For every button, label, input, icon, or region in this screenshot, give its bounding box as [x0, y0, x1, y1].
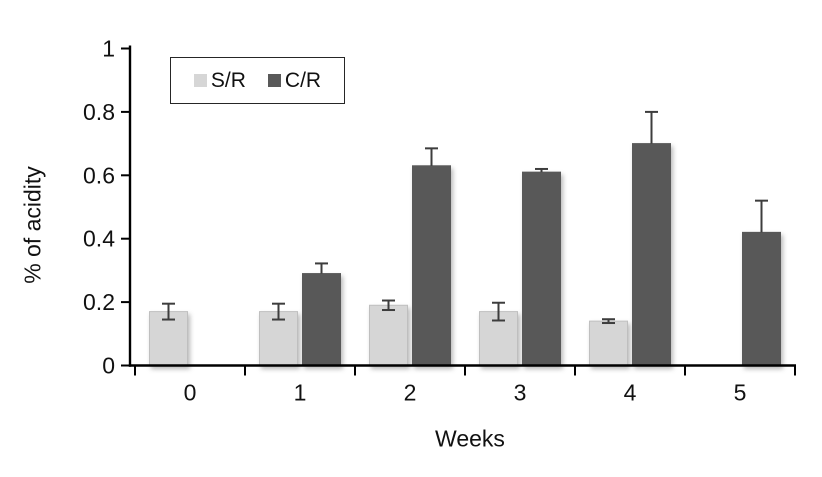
y-axis-title: % of acidity	[19, 166, 46, 284]
x-tick-label-1: 1	[294, 380, 307, 406]
bar-cr-week-3	[522, 171, 561, 366]
legend-item-sr: S/R	[193, 68, 246, 93]
y-tick-label-0: 0	[102, 353, 115, 379]
legend-item-cr: C/R	[267, 68, 322, 93]
y-tick-label-0.2: 0.2	[83, 289, 115, 315]
chart-legend: S/R C/R	[170, 57, 345, 104]
x-tick-label-5: 5	[734, 380, 747, 406]
bar-cr-week-4	[632, 143, 671, 366]
legend-swatch-sr-icon	[193, 74, 207, 87]
bar-sr-week-1	[259, 311, 298, 366]
x-tick-label-3: 3	[514, 380, 527, 406]
y-tick-label-1: 1	[102, 36, 115, 62]
legend-label-sr: S/R	[210, 68, 246, 92]
legend-label-cr: C/R	[284, 68, 322, 92]
y-tick-label-0.4: 0.4	[83, 226, 115, 252]
bar-sr-week-0	[149, 311, 188, 366]
y-tick-label-0.6: 0.6	[83, 162, 115, 188]
bar-sr-week-4	[589, 320, 628, 366]
bar-cr-week-1	[302, 273, 341, 367]
bar-cr-week-5	[742, 231, 781, 366]
x-tick-label-4: 4	[624, 380, 637, 406]
x-tick-label-0: 0	[184, 380, 197, 406]
y-tick-label-0.8: 0.8	[83, 99, 115, 125]
bar-sr-week-2	[369, 304, 408, 366]
legend-swatch-cr-icon	[267, 74, 281, 87]
x-axis-title: Weeks	[435, 425, 505, 452]
bar-cr-week-2	[412, 165, 451, 366]
x-tick-label-2: 2	[404, 380, 417, 406]
